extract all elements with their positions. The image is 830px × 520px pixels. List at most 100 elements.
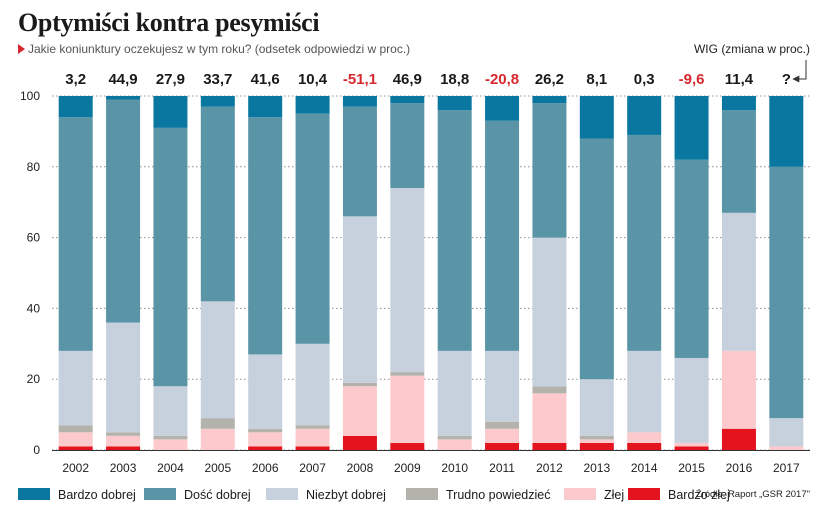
bar-segment-niezbyt-dobrej [153,386,188,436]
x-tick-label: 2005 [204,461,231,475]
bar-segment-bardzo-zlej [248,446,283,450]
bar-segment-trudno [106,432,141,436]
bar-segment-trudno [579,435,614,440]
bar-segment-zlej [532,393,567,443]
wig-value: 18,8 [440,71,469,88]
bar-segment-zlej [627,432,662,443]
bar-segment-bardzo-dobrej [721,96,756,111]
bullet-triangle-icon [18,44,25,54]
bar-segment-niezbyt-dobrej [200,301,235,419]
x-tick-label: 2010 [441,461,468,475]
wig-value: 26,2 [535,71,564,88]
bar-segment-bardzo-dobrej [390,96,425,104]
x-tick-label: 2003 [110,461,137,475]
bar-segment-trudno [248,428,283,433]
y-tick-label: 0 [33,443,40,457]
bar-segment-dosc-dobrej [342,106,377,217]
bar-segment-zlej [674,442,709,447]
bar-segment-niezbyt-dobrej [579,379,614,436]
bar-segment-dosc-dobrej [674,159,709,358]
bar-segment-niezbyt-dobrej [295,343,330,426]
bar-segment-bardzo-dobrej [532,96,567,104]
bar-segment-dosc-dobrej [627,134,662,351]
bar-segment-dosc-dobrej [721,110,756,213]
bar-segment-bardzo-dobrej [579,96,614,139]
bar-segment-niezbyt-dobrej [769,418,804,447]
bar-segment-bardzo-dobrej [58,96,93,118]
wig-label: WIG (zmiana w proc.) [693,42,810,56]
bar-segment-dosc-dobrej [532,103,567,238]
bar-segment-zlej [390,375,425,443]
bar-segment-zlej [200,428,235,450]
bar-segment-bardzo-dobrej [342,96,377,107]
wig-value: 0,3 [634,71,655,88]
legend-item-niezbyt-dobrej: Niezbyt dobrej [266,486,386,504]
wig-connector-line [796,60,807,80]
bar-segment-bardzo-zlej [58,446,93,450]
legend-label: Złej [604,488,625,502]
bar-segment-dosc-dobrej [200,106,235,302]
bar-segment-bardzo-dobrej [485,96,520,121]
bar-segment-bardzo-dobrej [106,96,141,100]
legend-item-dosc-dobrej: Dość dobrej [144,486,251,504]
bar-segment-bardzo-dobrej [769,96,804,167]
bar-segment-zlej [342,386,377,436]
legend-label: Dość dobrej [184,488,251,502]
legend-swatch [628,488,660,500]
legend-label: Bardzo dobrej [58,488,136,502]
bar-segment-zlej [295,428,330,447]
y-tick-label: 40 [27,301,41,315]
bar-segment-dosc-dobrej [106,99,141,323]
stacked-bar-chart: 0 20 40 60 80 100 2002 3,2 2003 44,9 2004 27,9 2005 3… [20,60,810,475]
chart-title: Optymiści kontra pesymiści [18,8,320,37]
bar-segment-trudno [295,425,330,429]
x-tick-label: 2008 [347,461,374,475]
legend-label: Trudno powiedzieć [446,488,551,502]
bar-segment-bardzo-zlej [390,442,425,450]
bar-segment-trudno [58,425,93,433]
bar-segment-dosc-dobrej [579,138,614,380]
bar-segment-zlej [106,435,141,447]
legend-label: Niezbyt dobrej [306,488,386,502]
legend-item-bardzo-zlej: Bardzo złej [628,486,730,504]
wig-value: 46,9 [393,71,422,88]
bar-segment-bardzo-zlej [579,442,614,450]
wig-value: 27,9 [156,71,185,88]
wig-value: -51,1 [343,71,377,88]
x-tick-label: 2016 [726,461,753,475]
bar-segment-dosc-dobrej [485,120,520,351]
y-tick-label: 60 [27,231,41,245]
bar-segment-bardzo-dobrej [627,96,662,135]
wig-value: 10,4 [298,71,328,88]
legend-swatch [406,488,438,500]
bar-segment-zlej [58,432,93,447]
x-tick-label: 2006 [252,461,279,475]
bar-segment-niezbyt-dobrej [106,322,141,433]
wig-value: 41,6 [251,71,280,88]
bar-segment-niezbyt-dobrej [674,357,709,443]
bar-segment-niezbyt-dobrej [532,237,567,387]
bar-segment-bardzo-dobrej [674,96,709,160]
bar-segment-bardzo-zlej [674,446,709,450]
wig-value: 11,4 [725,71,754,88]
x-tick-label: 2009 [394,461,421,475]
x-tick-label: 2017 [773,461,800,475]
subtitle-text: Jakie koniunktury oczekujesz w tym roku?… [28,42,411,56]
bar-segment-zlej [437,439,472,450]
bar-segment-zlej [721,350,756,429]
bar-segment-zlej [485,428,520,443]
wig-value: 8,1 [586,71,607,88]
bar-segment-trudno [200,418,235,429]
x-tick-label: 2015 [678,461,705,475]
bar-segment-trudno [485,421,520,429]
legend: Bardzo dobrej Dość dobrej Niezbyt dobrej… [18,486,818,508]
bar-segment-bardzo-zlej [295,446,330,450]
bar-segment-bardzo-dobrej [248,96,283,118]
bar-segment-niezbyt-dobrej [390,188,425,373]
x-tick-label: 2011 [489,461,515,475]
legend-swatch [266,488,298,500]
bar-segment-bardzo-dobrej [200,96,235,107]
bar-segment-dosc-dobrej [295,113,330,344]
y-tick-label: 80 [27,160,41,174]
wig-arrow-icon [792,75,800,83]
